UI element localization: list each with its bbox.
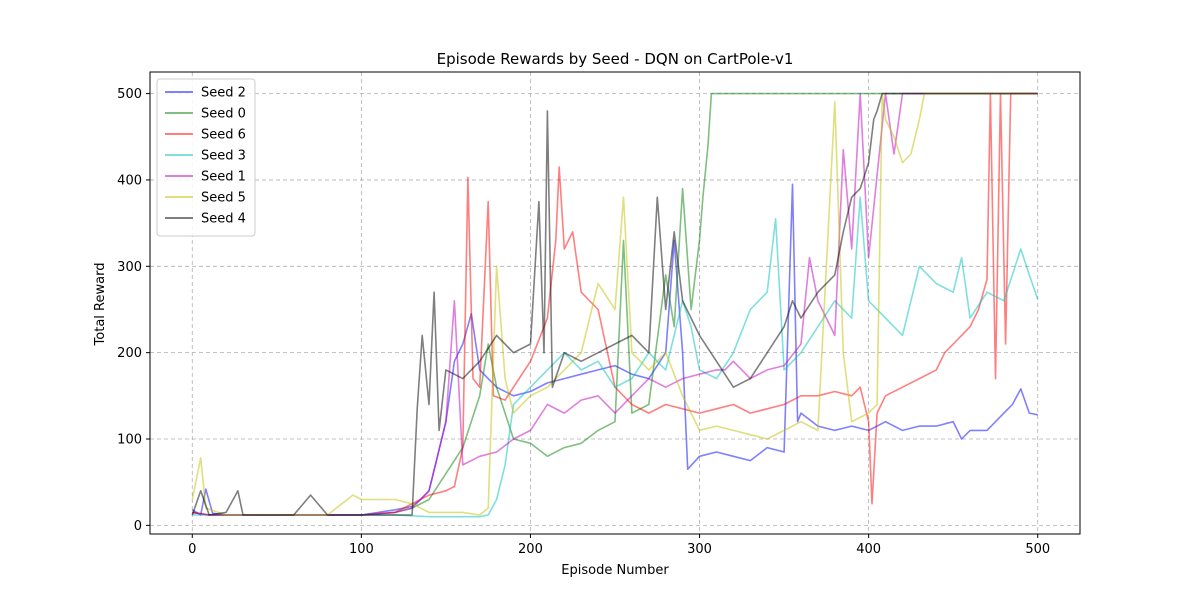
legend-label: Seed 5 <box>201 191 246 206</box>
legend-label: Seed 0 <box>201 107 246 122</box>
series-layer <box>191 92 1039 518</box>
plot-frame <box>149 71 1081 535</box>
series-line-seed-3 <box>192 196 1039 518</box>
legend-label: Seed 6 <box>201 128 246 143</box>
x-tick-label: 400 <box>856 542 881 557</box>
y-tick-label: 300 <box>117 260 142 275</box>
x-tick-label: 500 <box>1025 542 1050 557</box>
grid <box>150 72 1080 534</box>
y-tick-label: 400 <box>117 173 142 188</box>
series-line-seed-4 <box>191 92 1038 516</box>
series-line-seed-5 <box>191 92 1038 516</box>
y-tick-label: 100 <box>117 433 142 448</box>
x-axis-label: Episode Number <box>561 563 669 578</box>
series-line-seed-2 <box>191 183 1038 516</box>
y-tick-label: 500 <box>117 87 142 102</box>
chart-title: Episode Rewards by Seed - DQN on CartPol… <box>437 50 794 68</box>
legend: Seed 2 Seed 0 Seed 6 Seed 3 Seed 1 Seed 5 Seed… <box>156 78 256 237</box>
x-axis-ticks: 0 100 200 300 400 500 <box>188 534 1050 557</box>
legend-label: Seed 4 <box>201 212 246 227</box>
x-tick-label: 200 <box>518 542 543 557</box>
legend-label: Seed 3 <box>201 149 246 164</box>
x-tick-label: 100 <box>349 542 374 557</box>
x-tick-label: 300 <box>687 542 712 557</box>
legend-label: Seed 2 <box>201 86 246 101</box>
y-tick-label: 200 <box>117 346 142 361</box>
series-line-seed-6 <box>192 92 1038 516</box>
series-line-seed-1 <box>192 92 1038 516</box>
y-axis-ticks: 0 100 200 300 400 500 <box>117 87 150 534</box>
legend-label: Seed 1 <box>201 170 246 185</box>
x-tick-label: 0 <box>188 542 196 557</box>
y-tick-label: 0 <box>134 519 142 534</box>
y-axis-label: Total Reward <box>93 263 108 347</box>
